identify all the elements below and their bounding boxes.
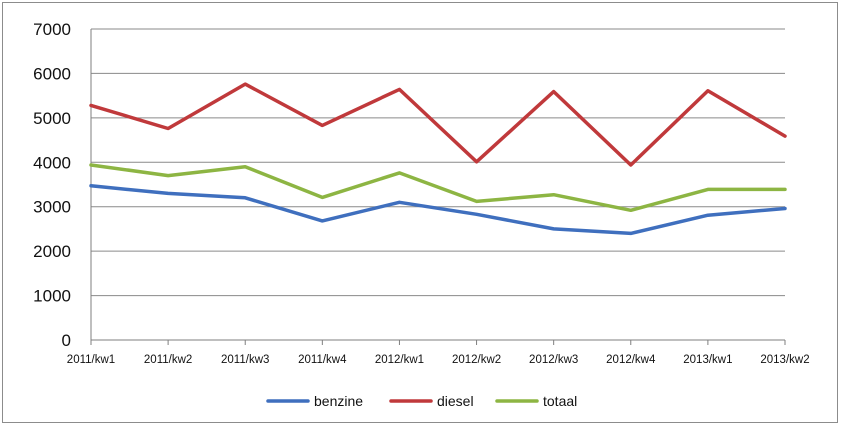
x-tick-label: 2013/kw1 — [683, 354, 732, 366]
x-tick-label: 2012/kw2 — [452, 354, 501, 366]
series-line-totaal — [89, 163, 787, 213]
series-line-diesel — [89, 82, 787, 167]
legend-label-diesel: diesel — [437, 393, 474, 409]
y-tick-label: 7000 — [33, 20, 71, 39]
series-line-benzine — [89, 184, 787, 236]
series-lines — [89, 82, 787, 236]
y-tick-label: 2000 — [33, 242, 71, 261]
x-tick-label: 2013/kw2 — [760, 354, 809, 366]
x-tick-label: 2011/kw1 — [67, 354, 115, 366]
legend: benzine diesel totaal — [266, 393, 577, 409]
legend-label-totaal: totaal — [543, 393, 577, 409]
x-tick-label: 2011/kw2 — [144, 354, 192, 366]
y-tick-label: 6000 — [33, 64, 71, 83]
y-tick-labels: 0 1000 2000 3000 4000 5000 6000 7000 — [33, 20, 71, 350]
y-tick-label: 3000 — [33, 198, 71, 217]
legend-label-benzine: benzine — [314, 393, 363, 409]
gridlines — [91, 28, 785, 297]
chart-frame — [2, 2, 838, 423]
x-tick-labels: 2011/kw1 2011/kw2 2011/kw3 2011/kw4 2012/kw1… — [67, 354, 810, 366]
y-tick-label: 0 — [62, 331, 71, 350]
x-tick-label: 2011/kw3 — [221, 354, 269, 366]
x-tick-label: 2012/kw1 — [375, 354, 424, 366]
x-tick-label: 2012/kw4 — [606, 354, 656, 366]
y-tick-label: 4000 — [33, 153, 71, 172]
y-tick-label: 5000 — [33, 109, 71, 128]
x-tick-label: 2011/kw4 — [298, 354, 347, 366]
y-tick-label: 1000 — [33, 287, 71, 306]
x-tick-label: 2012/kw3 — [529, 354, 578, 366]
